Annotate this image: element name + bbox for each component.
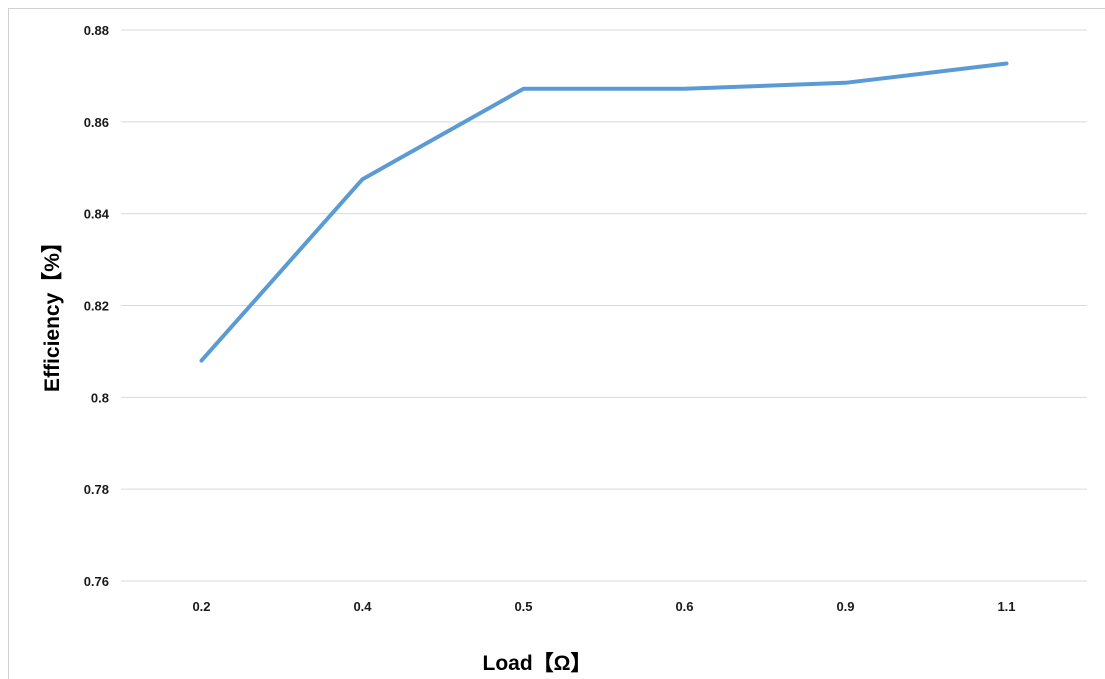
y-tick-label: 0.8 xyxy=(91,390,109,405)
y-tick-label: 0.82 xyxy=(84,299,109,314)
chart-frame xyxy=(8,8,1105,679)
x-tick-label: 0.6 xyxy=(675,599,693,614)
x-tick-label: 0.9 xyxy=(836,599,854,614)
series-line xyxy=(199,61,1009,363)
y-tick-label: 0.78 xyxy=(84,482,109,497)
y-tick-label: 0.84 xyxy=(84,207,110,222)
x-tick-label: 0.5 xyxy=(514,599,532,614)
x-axis-title: Load【Ω】 xyxy=(483,652,592,675)
y-tick-label: 0.88 xyxy=(84,23,109,38)
y-tick-labels: 0.76 0.78 0.8 0.82 0.84 0.86 0.88 xyxy=(84,23,110,589)
y-axis-title: Efficiency【%】 xyxy=(41,232,64,392)
series-layer xyxy=(199,61,1009,363)
x-tick-labels: 0.2 0.4 0.5 0.6 0.9 1.1 xyxy=(192,599,1015,614)
y-tick-label: 0.76 xyxy=(84,574,109,589)
x-tick-label: 0.2 xyxy=(192,599,210,614)
x-tick-label: 0.4 xyxy=(353,599,372,614)
x-tick-label: 1.1 xyxy=(997,599,1015,614)
grid-lines xyxy=(121,29,1087,490)
y-tick-label: 0.86 xyxy=(84,115,109,130)
